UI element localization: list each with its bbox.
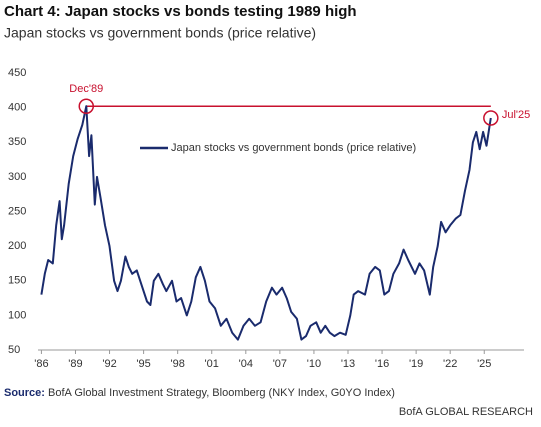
- x-tick-label: '25: [477, 358, 491, 370]
- x-tick-label: '92: [102, 358, 116, 370]
- y-tick-label: 300: [8, 171, 26, 183]
- x-tick-label: '16: [375, 358, 389, 370]
- x-tick-label: '95: [136, 358, 150, 370]
- y-tick-label: 150: [8, 275, 26, 287]
- x-tick-label: '01: [205, 358, 219, 370]
- x-tick-label: '86: [34, 358, 48, 370]
- annotation-label: Jul'25: [502, 109, 530, 121]
- chart-title: Chart 4: Japan stocks vs bonds testing 1…: [4, 3, 357, 20]
- x-tick-label: '19: [409, 358, 423, 370]
- y-tick-label: 350: [8, 136, 26, 148]
- x-tick-label: '22: [443, 358, 457, 370]
- source-label: Source:: [4, 387, 45, 399]
- x-tick-label: '10: [307, 358, 321, 370]
- y-tick-label: 200: [8, 240, 26, 252]
- x-tick-label: '07: [273, 358, 287, 370]
- x-tick-label: '13: [341, 358, 355, 370]
- x-tick-label: '04: [239, 358, 253, 370]
- x-tick-label: '98: [170, 358, 184, 370]
- annotation-label: Dec'89: [69, 83, 103, 95]
- y-tick-label: 450: [8, 67, 26, 79]
- source-text: BofA Global Investment Strategy, Bloombe…: [48, 387, 395, 399]
- series-line: [40, 105, 492, 341]
- x-tick-label: '89: [68, 358, 82, 370]
- source: Source: BofA Global Investment Strategy,…: [4, 387, 395, 399]
- chart-subtitle: Japan stocks vs government bonds (price …: [4, 25, 316, 41]
- annotation-circle: [78, 98, 95, 114]
- footer: BofA GLOBAL RESEARCH: [399, 406, 533, 418]
- annotation-circle: [483, 110, 499, 126]
- y-tick-label: 400: [8, 102, 26, 114]
- y-tick-label: 250: [8, 205, 26, 217]
- y-tick-label: 50: [8, 344, 20, 356]
- legend-label: Japan stocks vs government bonds (price …: [171, 142, 416, 154]
- y-tick-label: 100: [8, 309, 26, 321]
